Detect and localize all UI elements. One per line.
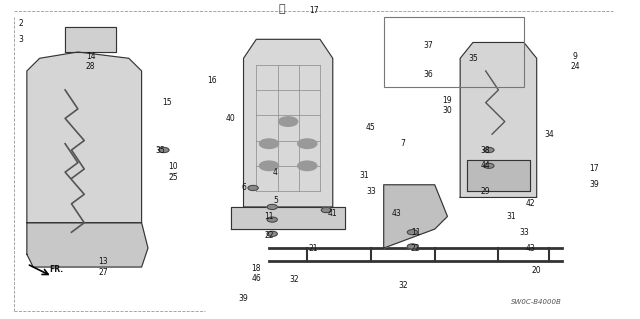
Text: 17: 17 <box>589 165 599 174</box>
Text: 43: 43 <box>525 243 535 253</box>
Text: 17: 17 <box>309 6 319 15</box>
Polygon shape <box>65 27 116 52</box>
Text: 31: 31 <box>506 212 516 221</box>
Text: 39: 39 <box>239 294 248 303</box>
Circle shape <box>267 204 277 210</box>
Text: 39: 39 <box>589 180 599 189</box>
Circle shape <box>267 231 277 236</box>
Text: 41: 41 <box>328 209 337 218</box>
Text: 32: 32 <box>290 275 300 284</box>
Text: 37: 37 <box>424 41 433 50</box>
Text: 4: 4 <box>273 168 278 177</box>
Text: 6: 6 <box>241 183 246 192</box>
Circle shape <box>159 147 169 152</box>
Text: FR.: FR. <box>49 265 63 274</box>
Polygon shape <box>27 52 141 223</box>
Text: 11: 11 <box>264 212 274 221</box>
Text: 35: 35 <box>156 145 166 154</box>
Text: 5: 5 <box>273 196 278 205</box>
Circle shape <box>321 208 332 213</box>
Text: 18
46: 18 46 <box>252 263 261 283</box>
Text: 2: 2 <box>18 19 23 28</box>
Text: 22: 22 <box>264 231 274 240</box>
Text: 44: 44 <box>481 161 490 170</box>
Text: 33: 33 <box>519 228 529 237</box>
Circle shape <box>407 230 417 235</box>
Polygon shape <box>467 160 531 191</box>
Text: 22: 22 <box>411 243 420 253</box>
Text: 31: 31 <box>360 171 369 180</box>
Polygon shape <box>231 207 346 229</box>
Text: 38: 38 <box>481 145 490 154</box>
Text: 13
27: 13 27 <box>99 257 108 277</box>
Text: 34: 34 <box>545 130 554 139</box>
Circle shape <box>407 244 417 249</box>
Polygon shape <box>384 185 447 248</box>
Text: 43: 43 <box>392 209 401 218</box>
Polygon shape <box>244 39 333 207</box>
Circle shape <box>259 139 278 148</box>
Text: 10
25: 10 25 <box>168 162 179 182</box>
Text: 40: 40 <box>226 114 236 123</box>
Text: 14
28: 14 28 <box>86 52 95 71</box>
Circle shape <box>248 185 258 190</box>
Text: 15: 15 <box>163 98 172 107</box>
Text: 21: 21 <box>309 243 318 253</box>
Text: 11: 11 <box>411 228 420 237</box>
Text: 3: 3 <box>18 35 23 44</box>
Text: 20: 20 <box>532 266 541 275</box>
Polygon shape <box>27 223 148 267</box>
Circle shape <box>484 147 494 152</box>
Circle shape <box>278 117 298 126</box>
Text: 45: 45 <box>366 123 376 132</box>
Text: 29: 29 <box>481 187 490 196</box>
Text: 16: 16 <box>207 76 216 85</box>
Circle shape <box>298 161 317 171</box>
Text: ⌚: ⌚ <box>278 4 285 14</box>
Circle shape <box>267 217 277 222</box>
Text: 33: 33 <box>366 187 376 196</box>
Text: 19
30: 19 30 <box>443 96 452 115</box>
Text: 36: 36 <box>424 70 433 78</box>
Circle shape <box>259 161 278 171</box>
Text: 42: 42 <box>525 199 535 208</box>
Text: SW0C-B4000B: SW0C-B4000B <box>511 299 562 305</box>
Text: 7: 7 <box>401 139 405 148</box>
Text: 32: 32 <box>398 281 408 291</box>
Circle shape <box>484 163 494 168</box>
Text: 9
24: 9 24 <box>570 52 580 71</box>
Polygon shape <box>460 42 537 197</box>
Circle shape <box>298 139 317 148</box>
Text: 35: 35 <box>468 54 478 63</box>
